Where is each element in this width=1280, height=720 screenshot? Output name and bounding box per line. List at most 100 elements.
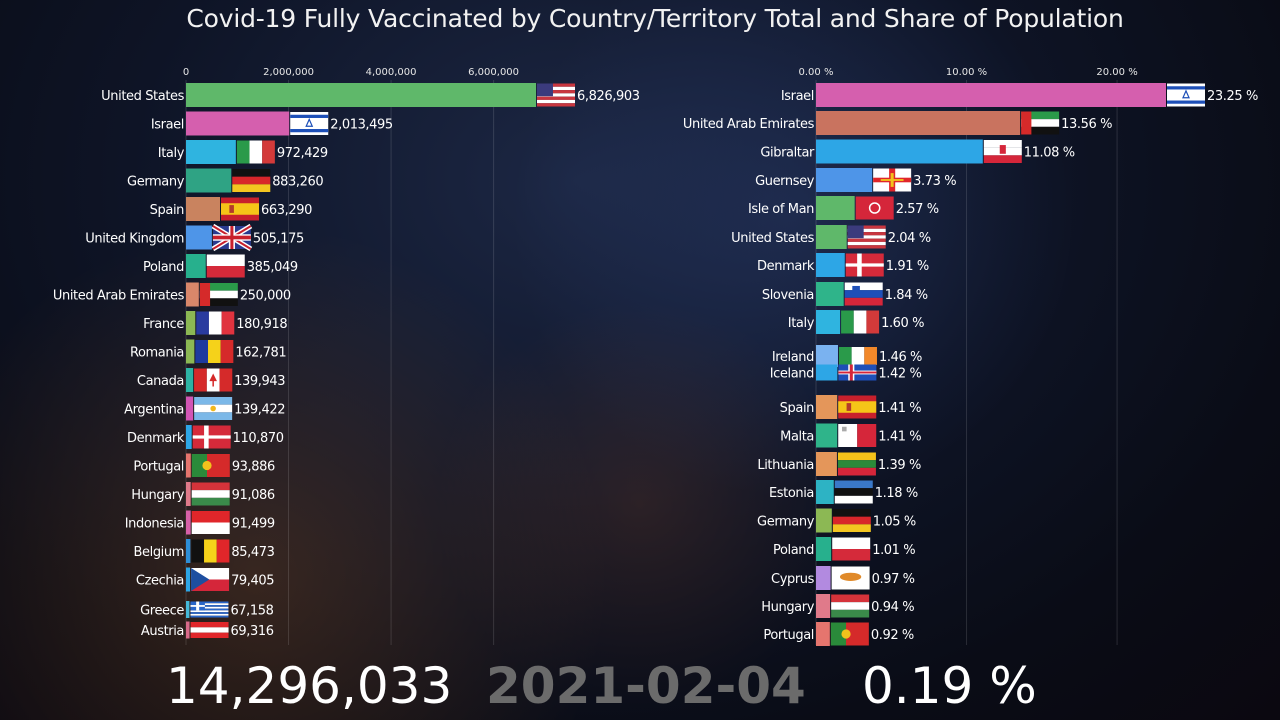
total-chart-bar [186,339,195,364]
flag-gb-icon [211,223,253,252]
chart-share-chart: 0.00 % 10.00 % 20.00 % Israel 23.25 % United … [683,67,1258,646]
flag-be-icon [191,539,230,563]
flag-at-icon [190,622,229,638]
total-chart-row-canada: Canada 139,943 [137,368,286,392]
flag-cz-icon [191,568,230,591]
total-chart-row-spain: Spain 663,290 [150,197,312,221]
total-chart-value-label: 79,405 [231,574,274,589]
share-chart-bar [816,310,841,334]
total-chart-tick-label: 2,000,000 [263,67,314,78]
share-chart-category-label: Germany [757,515,815,530]
share-chart-bar [816,196,855,220]
share-chart-row-poland: Poland 1.01 % [773,537,916,561]
share-chart-row-united-arab-emirates: United Arab Emirates 13.56 % [683,111,1112,135]
total-chart-row-poland: Poland 385,049 [143,254,298,278]
total-chart-bar [186,601,190,618]
total-chart-tick-label: 4,000,000 [366,67,417,78]
share-chart-category-label: Cyprus [771,572,815,587]
share-chart-row-denmark: Denmark 1.91 % [757,253,929,277]
share-chart-row-gibraltar: Gibraltar 11.08 % [760,139,1075,164]
flag-us-icon [847,225,886,249]
share-chart-category-label: United States [731,231,814,246]
total-chart-tick-label: 6,000,000 [468,67,519,78]
flag-gi-icon [983,140,1022,163]
share-chart-bar [816,566,831,590]
total-chart-bar [186,396,194,421]
flag-id-icon [191,511,230,534]
flag-is-icon [838,364,877,381]
total-chart-value-label: 85,473 [231,545,274,560]
share-chart-tick-label: 0.00 % [799,67,834,78]
total-chart-value-label: 93,886 [232,460,275,475]
share-chart-value-label: 1.41 % [878,401,921,416]
share-chart-bar [816,83,1166,107]
total-chart-category-label: Spain [150,203,184,218]
share-chart-bar [816,537,832,561]
total-chart-value-label: 2,013,495 [330,118,393,133]
share-chart-value-label: 0.92 % [871,628,914,643]
flag-il-icon [1167,83,1205,107]
share-chart-bar [816,594,831,618]
share-chart-bar [816,452,837,476]
total-chart-category-label: Austria [141,624,184,639]
total-chart-row-austria: Austria 69,316 [141,621,274,639]
flag-hu-icon [831,594,870,618]
total-chart-category-label: Canada [137,374,184,389]
flag-cy-icon [831,566,870,590]
share-chart-row-spain: Spain 1.41 % [780,395,922,419]
share-chart-value-label: 1.46 % [879,350,922,365]
total-chart-bar [186,254,206,278]
share-chart-category-label: Poland [773,543,814,558]
share-chart-category-label: Italy [788,316,815,331]
share-chart-category-label: Slovenia [762,288,814,303]
total-chart-category-label: Indonesia [125,517,184,532]
flag-ro-icon [195,340,234,363]
flag-pl-icon [206,254,245,278]
share-chart-bar [816,225,847,249]
share-chart-row-israel: Israel 23.25 % [781,83,1258,107]
share-chart-value-label: 1.60 % [881,316,924,331]
total-chart-bar [186,311,196,335]
total-chart-row-portugal: Portugal 93,886 [133,453,275,478]
total-chart-row-italy: Italy 972,429 [158,140,328,164]
total-chart-bar [186,140,236,164]
share-chart-row-isle-of-man: Isle of Man 2.57 % [748,196,939,220]
share-chart-bar [816,423,838,448]
total-chart-bar [186,567,191,592]
share-chart-tick-label: 20.00 % [1096,67,1137,78]
flag-pl-icon [832,537,871,561]
chart-total-chart: 0 2,000,000 4,000,000 6,000,000 United State… [53,67,640,645]
share-chart-row-slovenia: Slovenia 1.84 % [762,282,928,306]
flag-ie-icon [838,347,877,365]
share-chart-value-label: 1.18 % [875,486,918,501]
total-chart-category-label: Argentina [124,403,184,418]
share-chart-value-label: 0.94 % [871,600,914,615]
total-share: 0.19 % [862,657,1037,715]
flag-es-icon [838,395,877,419]
total-chart-bar [186,425,192,449]
flag-ae-icon [199,283,238,306]
flag-ar-icon [194,397,233,420]
flag-de-icon [832,509,871,532]
share-chart-category-label: Lithuania [757,458,814,473]
share-chart-value-label: 1.05 % [873,515,916,530]
share-chart-value-label: 1.91 % [886,259,929,274]
total-chart-row-france: France 180,918 [143,311,288,335]
total-chart-bar [186,510,191,535]
total-chart-bar [186,621,190,639]
share-chart-bar [816,508,832,533]
total-chart-value-label: 91,086 [232,488,275,503]
total-chart-value-label: 883,260 [272,175,323,190]
share-chart-value-label: 13.56 % [1061,117,1112,132]
flag-gr-icon [190,601,229,618]
flag-ae-icon [1021,111,1060,135]
share-chart-category-label: Ireland [772,350,814,365]
share-chart-row-portugal: Portugal 0.92 % [763,622,914,646]
total-chart-category-label: Portugal [133,460,184,475]
share-chart-bar [816,480,834,504]
total-chart-value-label: 972,429 [277,146,328,161]
share-chart-bar [816,111,1021,135]
total-chart-bar [186,111,290,136]
share-chart-bar [816,253,845,277]
